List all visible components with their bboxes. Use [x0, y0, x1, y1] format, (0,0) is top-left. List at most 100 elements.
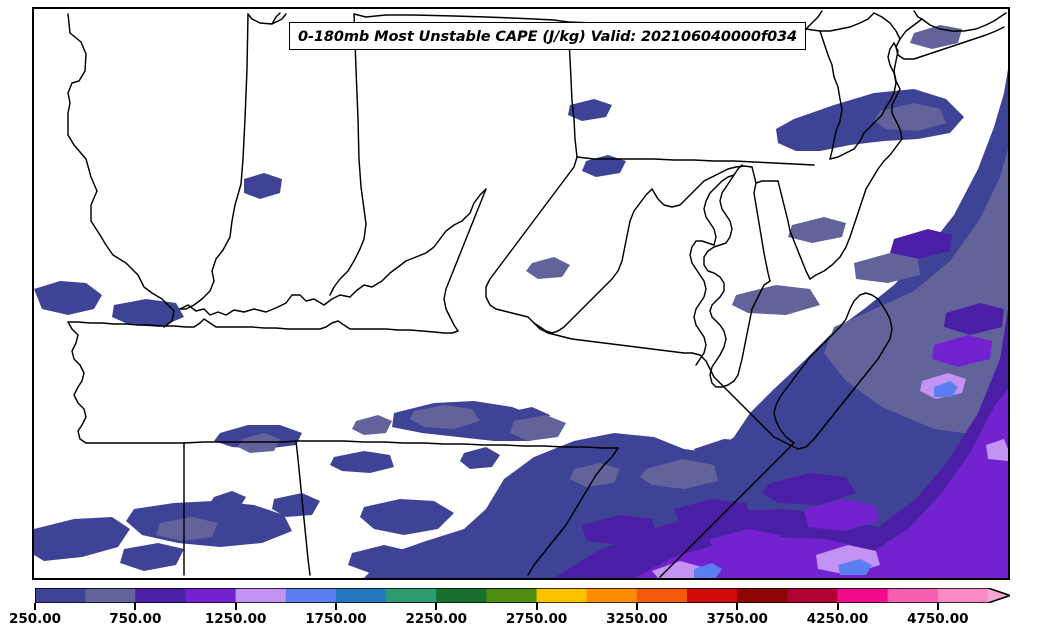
boundary-line [576, 156, 815, 166]
colorbar-cell [386, 588, 437, 603]
cape-contour-band [838, 559, 872, 575]
boundary-line [247, 13, 287, 25]
cape-contour-band [674, 499, 752, 529]
boundary-line [659, 442, 795, 578]
boundary-line [651, 165, 753, 208]
cape-contour-band [804, 499, 880, 531]
boundary-line [873, 12, 901, 40]
colorbar-cell [436, 588, 488, 603]
cape-contour-band [932, 335, 992, 367]
cape-contour-band [762, 473, 856, 505]
colorbar-tick-label: 1750.00 [305, 611, 367, 627]
colorbar-cell [486, 588, 538, 603]
boundary-line [703, 164, 743, 298]
cape-contour-band [156, 517, 218, 541]
colorbar-tick-label: 1250.00 [204, 611, 267, 627]
colorbar-svg [35, 588, 1010, 603]
cape-contour-band [364, 69, 1008, 578]
boundary-line [67, 321, 87, 444]
cape-contour-band [640, 459, 718, 489]
boundary-line [67, 13, 175, 328]
cape-contour-band [788, 217, 846, 243]
colorbar-tick-label: 4250.00 [806, 611, 869, 627]
boundary-line [751, 166, 757, 184]
cape-contour-band [460, 447, 500, 469]
colorbar-tickmark [435, 603, 438, 610]
colorbar-tickmark [936, 603, 939, 610]
plot-title: 0-180mb Most Unstable CAPE (J/kg) Valid:… [298, 29, 798, 45]
cape-contour-layer [34, 25, 1008, 578]
colorbar-ticks: 250.00 750.00 1250.00 1750.00 2250.00 2750.00… [0, 603, 1042, 633]
boundary-line [527, 447, 619, 576]
boundary-line [271, 12, 281, 25]
cape-contour-band [710, 529, 784, 561]
colorbar-cell [586, 588, 638, 603]
cape-contour-band [824, 149, 1008, 439]
colorbar-cell [135, 588, 187, 603]
boundary-line [67, 188, 487, 334]
boundary-line [703, 174, 735, 246]
cape-contour-band [582, 515, 656, 545]
cape-contour-band [34, 517, 130, 561]
colorbar-cell [335, 588, 387, 603]
colorbar-tick-label: 3250.00 [606, 611, 668, 627]
boundary-line [533, 188, 653, 334]
colorbar-tick-label: 250.00 [8, 611, 62, 627]
boundary-line [689, 240, 715, 366]
boundary-line [819, 12, 875, 32]
colorbar-cell [787, 588, 839, 603]
cape-contour-band [34, 281, 102, 315]
cape-contour-band [112, 299, 184, 327]
boundary-line [809, 42, 903, 280]
cape-contour-band [120, 543, 184, 571]
colorbar-cell [235, 588, 287, 603]
colorbar-tickmark [234, 603, 237, 610]
cape-contour-band [352, 415, 392, 435]
colorbar-tickmark [34, 603, 36, 610]
boundary-line [777, 180, 811, 280]
colorbar-tick-label: 2250.00 [405, 611, 468, 627]
boundary-line [485, 156, 693, 354]
cape-contour-band [210, 491, 246, 509]
cape-contour-band [570, 463, 620, 487]
cape-contour-band [652, 561, 702, 578]
cape-contour-band [732, 285, 820, 315]
colorbar-cell [536, 588, 588, 603]
boundary-line [329, 13, 367, 296]
colorbar-tickmark [535, 603, 538, 610]
cape-contour-band [410, 405, 480, 429]
boundary-line [773, 292, 893, 450]
colorbar-cell [285, 588, 337, 603]
colorbar-cell [887, 588, 939, 603]
cape-contour-band [272, 493, 320, 517]
cape-contour-band [582, 155, 626, 177]
title-box: 0-180mb Most Unstable CAPE (J/kg) Valid:… [289, 22, 807, 50]
colorbar-cell [837, 588, 889, 603]
cape-contour-band [854, 253, 920, 283]
colorbar-tickmark [836, 603, 839, 610]
boundary-line [921, 16, 1001, 32]
boundary-line [295, 440, 311, 576]
colorbar-cell [35, 588, 86, 603]
cape-contour-band [526, 257, 570, 279]
colorbar-tick-label: 2750.00 [505, 611, 568, 627]
cape-contour-band [934, 381, 958, 397]
cape-contour-band [360, 499, 454, 535]
colorbar-swatches [35, 588, 1010, 603]
boundary-line [691, 352, 799, 450]
colorbar-tickmark [635, 603, 638, 610]
colorbar-tickmark [134, 603, 137, 610]
colorbar-cell [937, 588, 989, 603]
colorbar-cell [636, 588, 688, 603]
colorbar-cell [737, 588, 788, 603]
boundary-line [709, 280, 771, 388]
cape-contour-band [568, 99, 612, 121]
boundary-line [805, 10, 823, 30]
cape-contour-band [510, 415, 566, 441]
boundary-line [829, 42, 897, 160]
cape-contour-band [694, 563, 722, 578]
colorbar-tickmark [334, 603, 337, 610]
boundary-line [753, 180, 779, 282]
cape-contour-band [330, 451, 394, 473]
cape-contour-band [348, 545, 410, 573]
